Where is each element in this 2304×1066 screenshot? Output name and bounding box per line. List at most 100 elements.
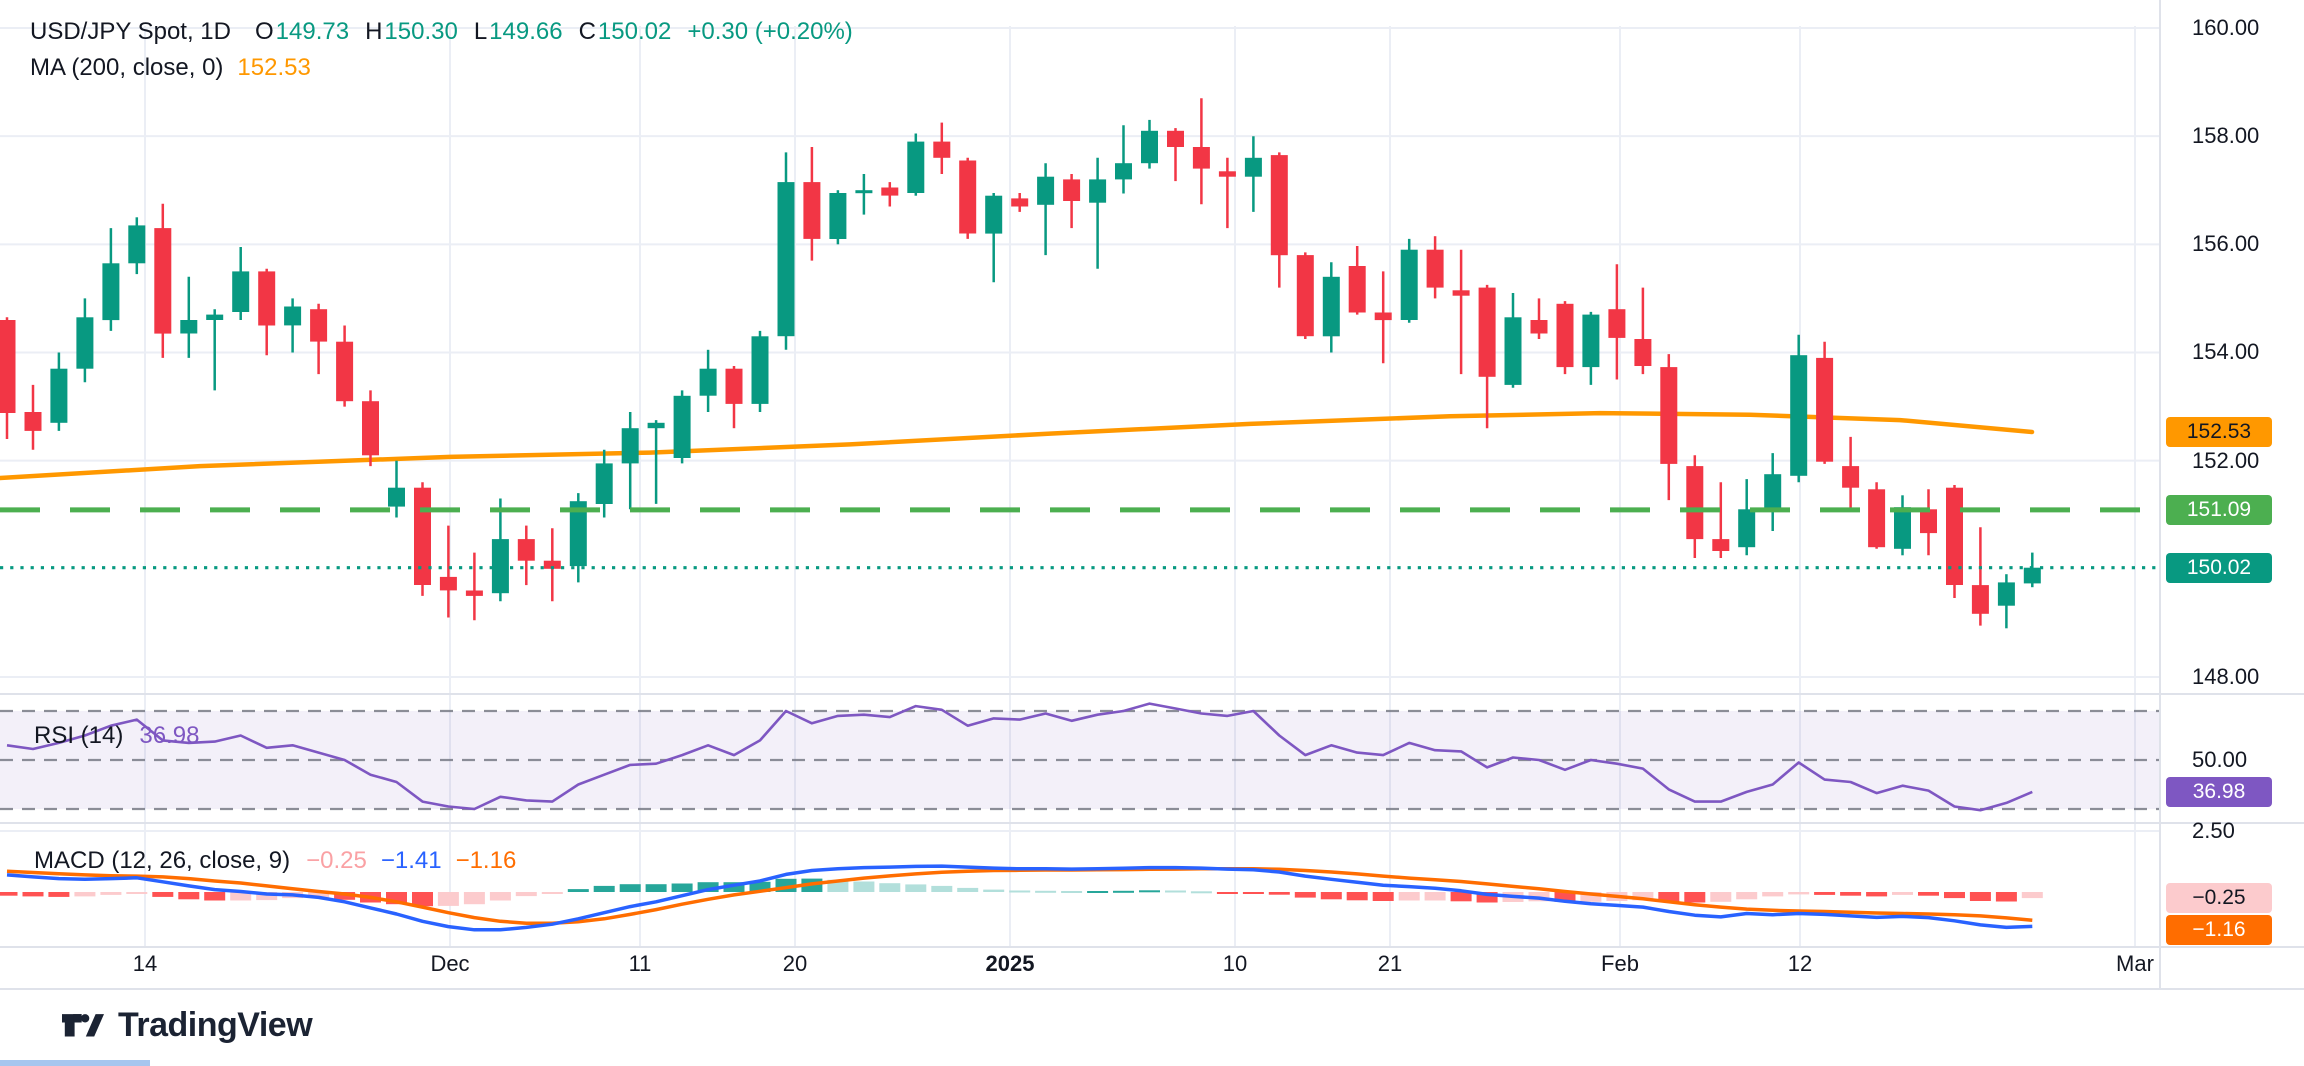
tradingview-logo-icon — [62, 1013, 104, 1036]
macd-hist-bar — [1840, 892, 1862, 896]
time-tick-label: Feb — [1601, 951, 1639, 976]
macd-hist-bar — [853, 881, 875, 892]
candle — [1478, 287, 1496, 377]
macd-hist-bar — [1580, 892, 1602, 902]
macd-hist-bar — [1190, 891, 1212, 894]
macd-hist-bar — [593, 885, 615, 892]
macd-hist-bar — [619, 884, 641, 892]
candle — [1141, 130, 1158, 164]
candle — [1322, 276, 1340, 337]
candle — [180, 320, 198, 334]
candle — [569, 501, 587, 567]
macd-hist-bar — [1658, 892, 1680, 902]
candle — [725, 368, 743, 404]
macd-hist-bar — [1398, 892, 1420, 901]
candle — [439, 576, 457, 591]
macd-hist-bar — [541, 892, 563, 894]
candle — [1816, 357, 1834, 462]
macd-hist-bar — [1061, 891, 1083, 893]
candle — [1686, 466, 1704, 540]
macd-indicator-label[interactable]: MACD (12, 26, close, 9) — [34, 847, 291, 874]
candle — [1790, 355, 1808, 476]
candle — [1244, 157, 1262, 177]
candle — [1167, 130, 1184, 147]
candle — [1270, 155, 1288, 256]
time-tick-label: Dec — [430, 951, 470, 976]
candle — [1063, 179, 1081, 201]
candle — [1764, 474, 1782, 510]
macd-hist-bar — [1866, 892, 1888, 897]
time-tick-label: 11 — [628, 951, 652, 976]
macd-hist-bar — [671, 883, 693, 892]
macd-hist-bar — [1995, 892, 2017, 902]
axis-price-badge: −0.25 — [2166, 883, 2272, 914]
candle — [24, 412, 42, 431]
macd-hist-bar — [905, 884, 927, 892]
close-label: C — [578, 18, 596, 45]
macd-tick-label: 2.50 — [2192, 818, 2235, 843]
macd-hist-bar — [1139, 890, 1160, 893]
candle — [1192, 147, 1210, 169]
time-tick-label: Mar — [2116, 951, 2154, 976]
macd-hist-bar — [1035, 890, 1057, 893]
price-tick-label: 160.00 — [2192, 15, 2260, 40]
candle — [1037, 176, 1055, 205]
macd-hist-bar — [1216, 892, 1238, 894]
candle — [829, 193, 847, 239]
rsi-indicator-label[interactable]: RSI (14) — [34, 722, 124, 749]
candle — [1011, 198, 1029, 207]
macd-hist-bar — [879, 883, 901, 892]
rsi-indicator-value: 36.98 — [139, 722, 200, 749]
candle — [1296, 255, 1314, 337]
macd-hist-bar — [0, 892, 18, 896]
candle — [284, 306, 302, 326]
macd-hist-bar — [463, 892, 485, 905]
macd-hist-bar — [1424, 892, 1446, 901]
time-tick-label: 12 — [1787, 951, 1813, 976]
macd-hist-bar — [204, 892, 226, 901]
macd-hist-bar — [1788, 892, 1810, 895]
candle — [50, 368, 68, 423]
macd-hist-bar — [48, 892, 70, 897]
open-value: 149.73 — [275, 18, 350, 45]
candle — [803, 182, 821, 239]
macd-hist-bar — [1892, 892, 1913, 895]
ma-indicator-label[interactable]: MA (200, close, 0) — [30, 54, 224, 81]
candle — [647, 422, 665, 429]
candle — [881, 187, 899, 196]
candle — [1660, 367, 1678, 464]
candle — [1452, 290, 1470, 296]
candle — [465, 590, 483, 596]
candle — [1842, 466, 1860, 488]
candle — [0, 320, 16, 413]
candle — [1946, 487, 1963, 585]
time-tick-label: 21 — [1377, 951, 1403, 976]
macd-hist-bar — [1814, 892, 1836, 895]
macd-indicator-row: MACD (12, 26, close, 9) −0.25 −1.41 −1.16 — [34, 847, 516, 875]
rsi-tick-label: 50.00 — [2192, 747, 2248, 772]
symbol-title[interactable]: USD/JPY Spot, 1D — [30, 18, 231, 45]
symbol-info-row: USD/JPY Spot, 1D O149.73 H150.30 L149.66 C15… — [30, 18, 853, 46]
macd-hist-bar — [152, 892, 174, 897]
price-tick-label: 156.00 — [2192, 231, 2260, 257]
candle — [1608, 309, 1626, 338]
candle — [2023, 567, 2041, 584]
macd-hist-bar — [749, 881, 771, 892]
macd-hist-bar — [1969, 892, 1991, 901]
ma-indicator-value: 152.53 — [237, 54, 311, 81]
axis-price-badge: 151.09 — [2166, 494, 2272, 525]
candle — [76, 317, 94, 369]
candle — [1971, 585, 1989, 614]
time-tick-label: 20 — [782, 951, 808, 976]
macd-hist-bar — [412, 892, 433, 907]
macd-hist-value: −0.25 — [306, 847, 367, 874]
candle — [1868, 489, 1886, 548]
candle — [128, 225, 146, 264]
macd-line-value: −1.41 — [380, 847, 442, 874]
tradingview-watermark[interactable]: TradingView — [62, 1006, 313, 1045]
low-value: 149.66 — [489, 18, 563, 45]
candle — [855, 190, 873, 194]
candle — [1556, 303, 1574, 368]
macd-hist-bar — [1554, 892, 1576, 902]
